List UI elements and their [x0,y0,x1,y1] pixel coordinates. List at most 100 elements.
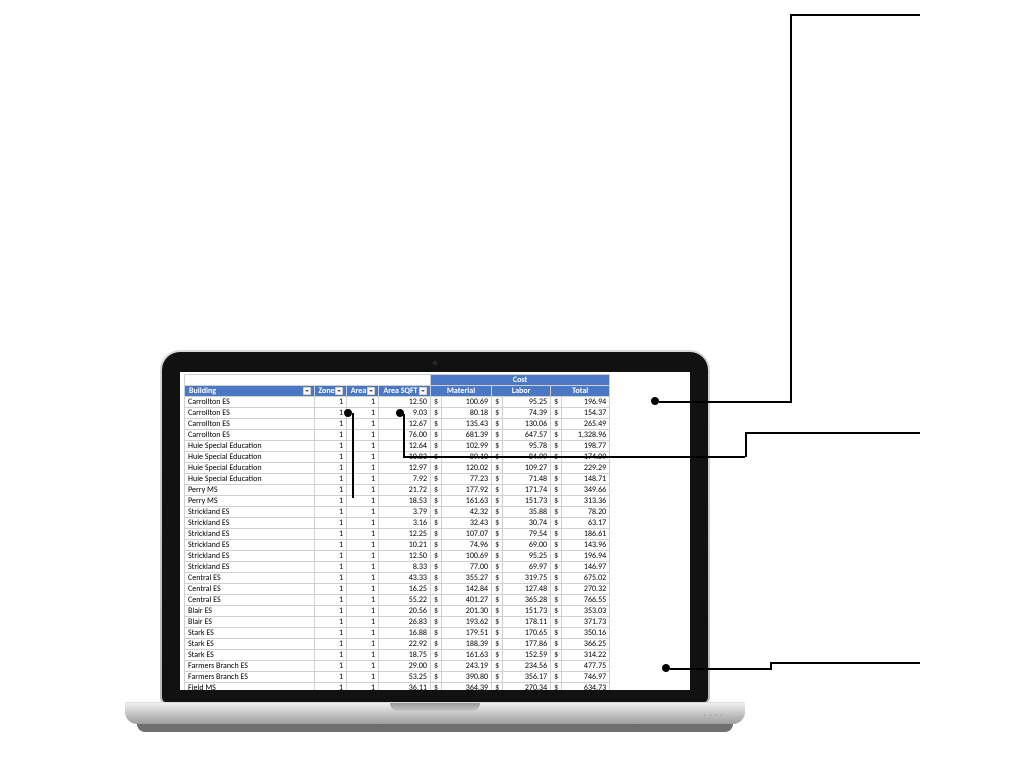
cell-building[interactable]: Carrollton ES [185,397,315,408]
cell-labor[interactable]: 35.88 [503,507,551,518]
table-row[interactable]: Strickland ES113.16$32.43$30.74$63.17 [185,518,610,529]
cell-labor[interactable]: 356.17 [503,672,551,683]
cell-material-sym[interactable]: $ [431,595,442,606]
cell-total-sym[interactable]: $ [551,430,562,441]
cell-zone[interactable]: 1 [315,661,347,672]
cell-total[interactable]: 63.17 [562,518,610,529]
cell-labor[interactable]: 95.25 [503,551,551,562]
cell-labor[interactable]: 151.73 [503,606,551,617]
cell-total[interactable]: 349.66 [562,485,610,496]
cell-material-sym[interactable]: $ [431,617,442,628]
cell-total-sym[interactable]: $ [551,463,562,474]
cell-area[interactable]: 1 [347,617,379,628]
cell-labor-sym[interactable]: $ [492,441,503,452]
cell-material[interactable]: 77.00 [442,562,492,573]
cell-material[interactable]: 364.39 [442,683,492,691]
cell-material-sym[interactable]: $ [431,562,442,573]
cell-total-sym[interactable]: $ [551,628,562,639]
cell-total-sym[interactable]: $ [551,441,562,452]
cell-labor-sym[interactable]: $ [492,430,503,441]
cell-labor-sym[interactable]: $ [492,617,503,628]
cell-material-sym[interactable]: $ [431,518,442,529]
cell-material[interactable]: 100.69 [442,551,492,562]
cell-zone[interactable]: 1 [315,628,347,639]
cell-area[interactable]: 1 [347,397,379,408]
cell-sqft[interactable]: 12.25 [379,529,431,540]
cell-material[interactable]: 401.27 [442,595,492,606]
cell-labor-sym[interactable]: $ [492,562,503,573]
cell-building[interactable]: Huie Special Education [185,463,315,474]
cell-sqft[interactable]: 12.50 [379,397,431,408]
cell-material[interactable]: 74.96 [442,540,492,551]
cell-labor-sym[interactable]: $ [492,551,503,562]
cell-total[interactable]: 675.02 [562,573,610,584]
cell-building[interactable]: Central ES [185,595,315,606]
cell-labor-sym[interactable]: $ [492,639,503,650]
cell-labor-sym[interactable]: $ [492,628,503,639]
cell-total-sym[interactable]: $ [551,551,562,562]
cell-material[interactable]: 142.84 [442,584,492,595]
cell-material[interactable]: 201.30 [442,606,492,617]
cell-labor[interactable]: 171.74 [503,485,551,496]
cell-material-sym[interactable]: $ [431,639,442,650]
cell-total-sym[interactable]: $ [551,650,562,661]
cell-zone[interactable]: 1 [315,617,347,628]
cell-labor[interactable]: 74.39 [503,408,551,419]
cell-material-sym[interactable]: $ [431,485,442,496]
cell-total-sym[interactable]: $ [551,408,562,419]
cell-building[interactable]: Central ES [185,573,315,584]
cell-building[interactable]: Huie Special Education [185,474,315,485]
cell-total[interactable]: 1,328.96 [562,430,610,441]
cell-zone[interactable]: 1 [315,419,347,430]
cell-total[interactable]: 313.36 [562,496,610,507]
cell-area[interactable]: 1 [347,639,379,650]
cell-sqft[interactable]: 26.83 [379,617,431,628]
cell-sqft[interactable]: 18.75 [379,650,431,661]
cell-sqft[interactable]: 3.16 [379,518,431,529]
cell-labor-sym[interactable]: $ [492,595,503,606]
cell-material[interactable]: 100.69 [442,397,492,408]
cell-total-sym[interactable]: $ [551,485,562,496]
cell-sqft[interactable]: 12.97 [379,463,431,474]
table-row[interactable]: Carrollton ES1176.00$681.39$647.57$1,328… [185,430,610,441]
cell-area[interactable]: 1 [347,595,379,606]
cell-area[interactable]: 1 [347,507,379,518]
cell-labor[interactable]: 69.00 [503,540,551,551]
cell-area[interactable]: 1 [347,661,379,672]
cell-material-sym[interactable]: $ [431,661,442,672]
cell-sqft[interactable]: 21.72 [379,485,431,496]
cell-material-sym[interactable]: $ [431,540,442,551]
cell-labor[interactable]: 178.11 [503,617,551,628]
table-row[interactable]: Carrollton ES1112.67$135.43$130.06$265.4… [185,419,610,430]
table-row[interactable]: Field MS1136.11$364.39$270.34$634.73 [185,683,610,691]
table-row[interactable]: Perry MS1121.72$177.92$171.74$349.66 [185,485,610,496]
cell-labor[interactable]: 319.75 [503,573,551,584]
cell-total[interactable]: 746.97 [562,672,610,683]
cell-total[interactable]: 265.49 [562,419,610,430]
cell-total-sym[interactable]: $ [551,595,562,606]
table-row[interactable]: Strickland ES118.33$77.00$69.97$146.97 [185,562,610,573]
cell-material-sym[interactable]: $ [431,430,442,441]
cell-sqft[interactable]: 36.11 [379,683,431,691]
cell-sqft[interactable]: 22.92 [379,639,431,650]
cell-building[interactable]: Huie Special Education [185,441,315,452]
cell-labor-sym[interactable]: $ [492,408,503,419]
table-row[interactable]: Stark ES1118.75$161.63$152.59$314.22 [185,650,610,661]
table-row[interactable]: Huie Special Education1112.97$120.02$109… [185,463,610,474]
cell-labor-sym[interactable]: $ [492,496,503,507]
cell-labor[interactable]: 152.59 [503,650,551,661]
table-row[interactable]: Carrollton ES1112.50$100.69$95.25$196.94 [185,397,610,408]
cell-zone[interactable]: 1 [315,540,347,551]
cell-building[interactable]: Carrollton ES [185,419,315,430]
cell-zone[interactable]: 1 [315,441,347,452]
cell-building[interactable]: Strickland ES [185,518,315,529]
cell-material-sym[interactable]: $ [431,584,442,595]
cell-total[interactable]: 766.55 [562,595,610,606]
cell-material[interactable]: 77.23 [442,474,492,485]
cell-building[interactable]: Field MS [185,683,315,691]
cell-zone[interactable]: 1 [315,683,347,691]
cell-material-sym[interactable]: $ [431,551,442,562]
cell-labor[interactable]: 109.27 [503,463,551,474]
cell-zone[interactable]: 1 [315,507,347,518]
cell-total-sym[interactable]: $ [551,661,562,672]
